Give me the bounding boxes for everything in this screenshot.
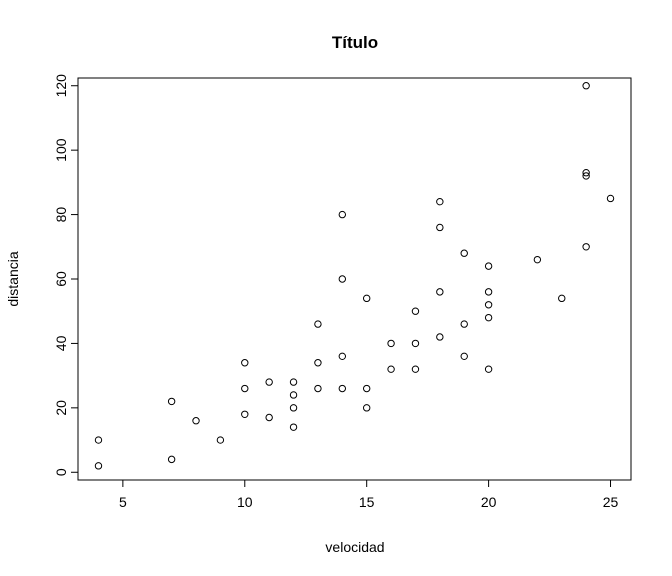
data-point	[314, 384, 322, 393]
data-point	[241, 410, 249, 418]
x-tick-label: 10	[237, 494, 253, 510]
data-point	[338, 384, 347, 393]
data-point	[411, 365, 420, 373]
plot-frame	[77, 77, 632, 481]
data-point	[436, 223, 444, 232]
y-tick-label: 0	[53, 468, 69, 476]
data-point	[533, 255, 542, 264]
y-axis: 0 20 40 60 80 100 120	[53, 74, 79, 476]
data-point	[241, 384, 249, 393]
y-tick-label: 40	[53, 335, 69, 351]
x-tick-label: 25	[603, 494, 619, 510]
data-point	[411, 307, 420, 315]
data-point	[582, 82, 590, 90]
data-point	[436, 333, 444, 341]
data-point	[265, 378, 273, 386]
y-tick-label: 100	[53, 138, 69, 162]
data-point	[167, 455, 176, 464]
y-tick-label: 80	[53, 207, 69, 223]
data-point	[558, 294, 566, 303]
data-point	[387, 365, 395, 373]
data-point	[338, 352, 347, 361]
data-point	[484, 288, 493, 296]
data-point	[289, 423, 298, 431]
data-point	[582, 243, 590, 251]
data-point	[338, 210, 347, 219]
data-point	[436, 197, 444, 206]
chart-title: Título	[332, 33, 378, 52]
x-tick-label: 15	[359, 494, 375, 510]
data-point	[362, 384, 371, 393]
data-point	[289, 404, 298, 412]
data-point	[338, 275, 347, 283]
data-point	[484, 365, 493, 373]
x-axis: 5 10 15 20 25	[119, 479, 619, 510]
y-tick-label: 20	[53, 400, 69, 416]
y-tick-label: 60	[53, 271, 69, 287]
x-tick-label: 20	[481, 494, 497, 510]
data-point	[411, 339, 420, 348]
data-point	[582, 169, 590, 177]
data-point	[362, 404, 371, 412]
data-point	[216, 436, 225, 444]
data-point	[94, 436, 103, 444]
data-point	[436, 288, 444, 296]
data-point	[387, 339, 395, 348]
data-point	[314, 359, 322, 367]
data-point	[606, 194, 615, 203]
data-point	[265, 413, 273, 422]
data-point	[460, 249, 468, 257]
data-point	[484, 301, 493, 309]
y-tick-label: 120	[53, 74, 69, 98]
y-axis-label: distancia	[5, 251, 21, 306]
data-point	[289, 391, 298, 399]
data-point	[582, 172, 590, 180]
data-point	[484, 313, 493, 322]
data-point	[314, 320, 322, 328]
data-point	[460, 320, 468, 328]
data-point	[192, 417, 200, 425]
data-points	[94, 82, 615, 470]
data-point	[241, 359, 249, 367]
data-point	[362, 294, 371, 303]
data-point	[94, 462, 103, 470]
data-point	[460, 352, 468, 361]
x-tick-label: 5	[119, 494, 127, 510]
data-point	[484, 262, 493, 270]
data-point	[289, 378, 298, 386]
x-axis-label: velocidad	[325, 539, 384, 555]
data-point	[167, 397, 176, 406]
